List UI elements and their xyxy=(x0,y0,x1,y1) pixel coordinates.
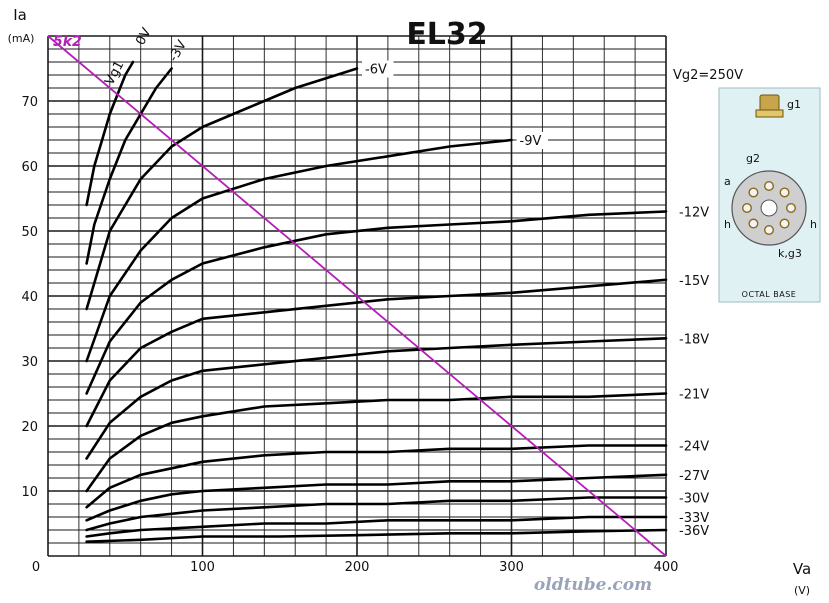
curve-minus-18V xyxy=(85,337,668,460)
curve-label-minus-3V: -3V xyxy=(166,38,190,65)
y-tick-label: 40 xyxy=(21,290,38,305)
pin-label-h-left: h xyxy=(724,218,731,231)
curve-minus-12V xyxy=(85,210,668,395)
curve-minus-21V xyxy=(85,392,668,493)
socket-pin xyxy=(742,202,753,213)
load-line: 5k2 xyxy=(47,34,667,557)
curve-label-minus-9V: -9V xyxy=(520,134,542,149)
y-tick-label: 30 xyxy=(21,355,38,370)
octal-base-inset: g1 g2 a h h k,g3 OCTAL BASE xyxy=(718,87,821,303)
y-axis-symbol: Ia xyxy=(13,6,27,24)
x-axis-symbol: Va xyxy=(793,560,811,578)
y-axis-label: Ia (mA) xyxy=(8,6,35,45)
curve-label-minus-30V: -30V xyxy=(679,492,709,507)
socket-pin xyxy=(764,224,775,235)
plate-curves xyxy=(85,60,668,543)
curve-label-bg xyxy=(516,132,548,149)
y-tick-label: 70 xyxy=(21,95,38,110)
vg1-prefix-label: Vg1 xyxy=(102,58,127,87)
curve-label-bg xyxy=(676,437,716,455)
curve-minus-3V xyxy=(85,67,173,265)
y-tick-label: 10 xyxy=(21,485,38,500)
curve-minus-27V xyxy=(85,473,668,522)
curve-label-bg xyxy=(676,271,716,289)
curve-label-0V: 0V xyxy=(133,26,154,48)
socket-pin xyxy=(779,218,790,229)
curve-labels: 0V -3V -6V -9V -12V -15V -18V -21V -24V -27V -30V -… xyxy=(133,26,716,539)
curve-label-minus-36V: -36V xyxy=(679,524,709,539)
curve-label-minus-6V: -6V xyxy=(365,63,387,78)
x-tick-label: 300 xyxy=(499,560,524,575)
pin-label-k-g3: k,g3 xyxy=(778,247,802,260)
watermark: oldtube.com xyxy=(534,575,652,595)
curve-minus-33V xyxy=(85,515,668,538)
curve-minus-24V xyxy=(85,444,668,509)
x-axis-unit: (V) xyxy=(794,584,810,597)
grid xyxy=(47,35,667,557)
pin-label-h-right: h xyxy=(810,218,817,231)
curve-minus-9V xyxy=(85,138,513,363)
curve-label-bg xyxy=(676,466,716,484)
pin-label-a: a xyxy=(724,175,731,188)
curve-0V xyxy=(85,60,135,207)
octal-base-caption: OCTAL BASE xyxy=(742,290,797,299)
y-tick-label: 20 xyxy=(21,420,38,435)
y-tick-label: 50 xyxy=(21,225,38,240)
curve-minus-30V xyxy=(85,496,668,532)
socket-pin xyxy=(786,202,797,213)
curve-label-minus-24V: -24V xyxy=(679,440,709,455)
socket-pin xyxy=(748,187,759,198)
x-axis-label: Va (V) xyxy=(793,560,811,597)
curve-minus-36V xyxy=(85,528,668,543)
curve-label-bg xyxy=(676,509,716,526)
curve-label-bg xyxy=(676,203,716,221)
condition-label-box: Vg2=250V xyxy=(668,64,750,85)
x-tick-label: 200 xyxy=(345,560,370,575)
socket-pin xyxy=(748,218,759,229)
condition-label: Vg2=250V xyxy=(673,68,743,83)
curve-minus-6V xyxy=(85,67,359,311)
chart-title: EL32 xyxy=(406,17,487,52)
curve-label-bg xyxy=(676,330,716,348)
socket-pins xyxy=(742,180,797,235)
load-line-label: 5k2 xyxy=(53,34,82,50)
curve-label-minus-15V: -15V xyxy=(679,274,709,289)
curve-label-minus-21V: -21V xyxy=(679,388,709,403)
y-axis-unit: (mA) xyxy=(8,32,35,45)
curve-label-bg xyxy=(676,522,716,539)
x-tick-label: 0 xyxy=(32,560,40,575)
curve-label-bg xyxy=(676,489,716,507)
x-tick-label: 100 xyxy=(190,560,215,575)
axes: 0 100 200 300 400 10 20 30 40 50 60 70 xyxy=(21,95,678,575)
socket-pin xyxy=(764,180,775,191)
x-tick-label: 400 xyxy=(654,560,679,575)
y-tick-label: 60 xyxy=(21,160,38,175)
curve-label-bg xyxy=(362,60,394,78)
pin-label-g1: g1 xyxy=(787,98,801,111)
socket-pin xyxy=(779,187,790,198)
pin-label-g2: g2 xyxy=(746,152,760,165)
curve-label-bg xyxy=(676,385,716,403)
curve-label-minus-27V: -27V xyxy=(679,469,709,484)
curve-minus-15V xyxy=(85,278,668,428)
curve-label-minus-18V: -18V xyxy=(679,332,709,347)
load-line-5k2 xyxy=(47,35,667,557)
curve-label-minus-12V: -12V xyxy=(679,206,709,221)
